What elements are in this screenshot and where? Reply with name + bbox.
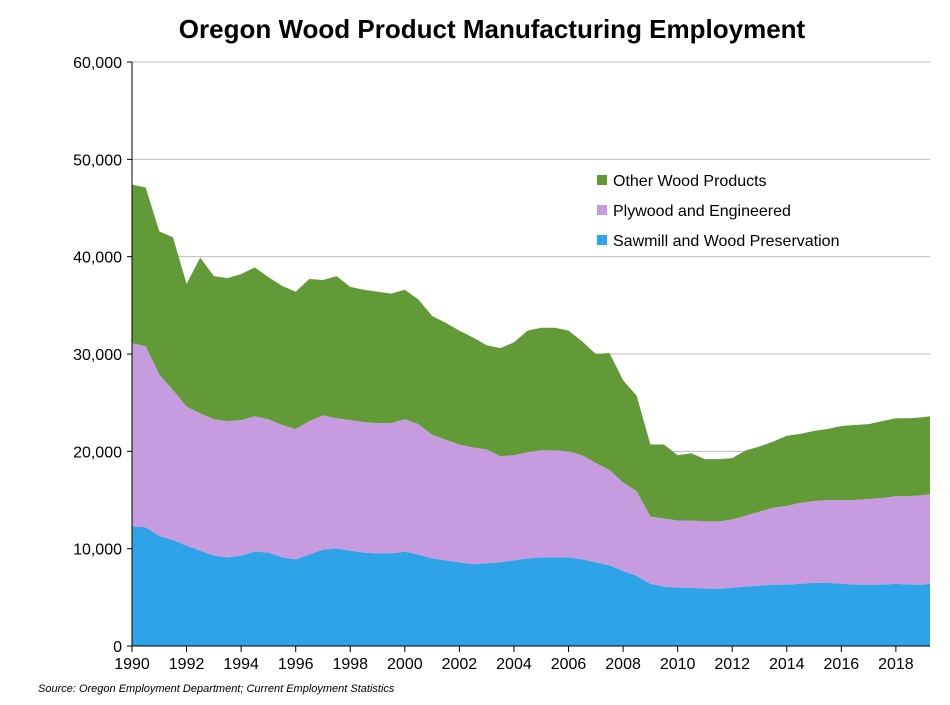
legend-swatch-sawmill-and-wood-preservation	[597, 235, 607, 245]
x-tick-label: 2018	[878, 656, 914, 673]
y-tick-label: 0	[113, 639, 122, 656]
x-tick-label: 1996	[278, 656, 314, 673]
area-sawmill-and-wood-preservation	[132, 526, 930, 646]
legend-label-other-wood-products: Other Wood Products	[613, 173, 767, 190]
x-tick-label: 2016	[824, 656, 860, 673]
x-tick-label: 2012	[714, 656, 750, 673]
y-tick-label: 10,000	[73, 542, 122, 559]
x-axis-ticks: 1990 1992 1994 1996 1998 2000 2002 2004 2006 2008…	[114, 646, 914, 673]
plot-areas	[132, 184, 930, 646]
y-tick-label: 50,000	[73, 152, 122, 169]
legend-swatch-plywood-and-engineered	[597, 205, 607, 215]
x-tick-label: 1994	[223, 656, 259, 673]
area-other-wood-products	[132, 184, 930, 522]
legend-label-sawmill-and-wood-preservation: Sawmill and Wood Preservation	[613, 233, 839, 250]
chart-title: Oregon Wood Product Manufacturing Employ…	[179, 14, 806, 44]
y-tick-label: 60,000	[73, 55, 122, 72]
x-tick-label: 1990	[114, 656, 150, 673]
y-tick-label: 20,000	[73, 444, 122, 461]
x-tick-label: 2004	[496, 656, 532, 673]
legend-swatch-other-wood-products	[597, 175, 607, 185]
x-tick-label: 1998	[332, 656, 368, 673]
x-tick-label: 2000	[387, 656, 423, 673]
y-tick-label: 40,000	[73, 250, 122, 267]
x-tick-label: 2010	[660, 656, 696, 673]
legend-label-plywood-and-engineered: Plywood and Engineered	[613, 203, 791, 220]
x-tick-label: 1992	[169, 656, 205, 673]
source-note: Source: Oregon Employment Department; Cu…	[38, 683, 395, 695]
legend: Other Wood Products Plywood and Engineere…	[597, 173, 839, 250]
x-tick-label: 2002	[442, 656, 478, 673]
x-tick-label: 2014	[769, 656, 805, 673]
y-axis-ticks: 0 10,000 20,000 30,000 40,000 50,000 60,000	[73, 55, 132, 656]
y-tick-label: 30,000	[73, 347, 122, 364]
area-plywood-and-engineered	[132, 343, 930, 589]
x-tick-label: 2006	[551, 656, 587, 673]
x-tick-label: 2008	[605, 656, 641, 673]
